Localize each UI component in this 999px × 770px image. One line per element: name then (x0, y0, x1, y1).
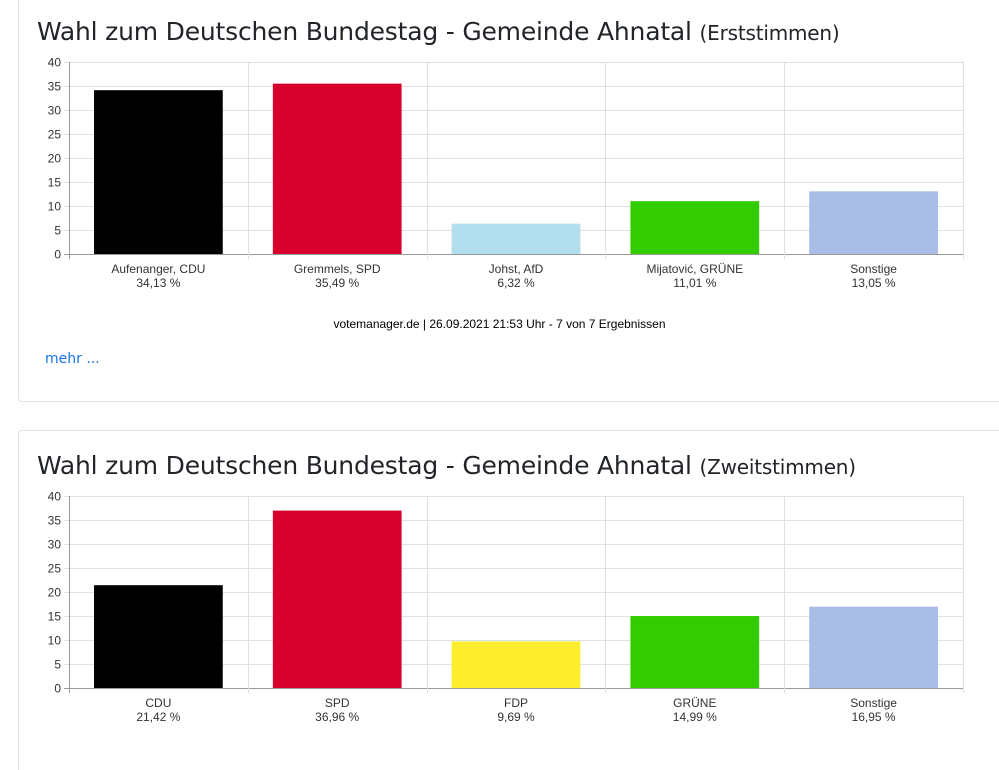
chart-title-erststimmen: Wahl zum Deutschen Bundestag - Gemeinde … (37, 17, 840, 46)
bar (809, 606, 938, 688)
bar (272, 83, 402, 254)
bar-value-label: 34,13 % (136, 276, 180, 290)
y-tick-label: 0 (54, 248, 61, 262)
bar (451, 641, 581, 688)
bar (630, 616, 760, 688)
y-tick-label: 5 (54, 224, 61, 238)
bar-chart-erststimmen: 0 5 10 15 20 25 30 35 40 Aufenanger, CDU 34,13 % Gr… (0, 50, 999, 310)
y-tick-label: 10 (48, 634, 62, 648)
x-category-label: Sonstige (850, 696, 897, 710)
bar-value-label: 16,95 % (852, 710, 896, 724)
x-category-label: Gremmels, SPD (294, 262, 381, 276)
bar (451, 223, 581, 254)
bar-value-label: 35,49 % (315, 276, 359, 290)
x-category-label: FDP (504, 696, 528, 710)
x-category-label: Mijatović, GRÜNE (646, 262, 743, 276)
chart-title-text: Wahl zum Deutschen Bundestag - Gemeinde … (37, 17, 692, 46)
y-tick-label: 30 (48, 538, 62, 552)
bar-value-label: 21,42 % (136, 710, 180, 724)
bar-value-label: 13,05 % (852, 276, 896, 290)
y-tick-label: 15 (48, 610, 62, 624)
chart-subtitle: (Erststimmen) (699, 21, 840, 45)
y-tick-label: 25 (48, 562, 62, 576)
y-tick-label: 10 (48, 200, 62, 214)
chart-title-text: Wahl zum Deutschen Bundestag - Gemeinde … (37, 451, 692, 480)
y-tick-label: 15 (48, 176, 62, 190)
bar-value-label: 9,69 % (497, 710, 535, 724)
x-category-label: GRÜNE (673, 696, 716, 710)
bar-value-label: 11,01 % (673, 276, 716, 290)
chart-subtitle: (Zweitstimmen) (699, 455, 857, 479)
bar-value-label: 6,32 % (497, 276, 535, 290)
chart-title-zweitstimmen: Wahl zum Deutschen Bundestag - Gemeinde … (37, 451, 856, 480)
y-tick-label: 5 (54, 658, 61, 672)
bar (272, 510, 402, 688)
y-tick-label: 25 (48, 128, 62, 142)
y-tick-label: 35 (48, 80, 62, 94)
y-tick-label: 0 (54, 682, 61, 696)
x-category-label: SPD (325, 696, 350, 710)
bar (630, 201, 760, 254)
bar (94, 90, 223, 254)
x-category-label: Aufenanger, CDU (111, 262, 205, 276)
y-tick-label: 35 (48, 514, 62, 528)
bar-value-label: 14,99 % (673, 710, 717, 724)
y-tick-label: 20 (48, 586, 62, 600)
y-tick-label: 40 (48, 56, 62, 70)
bar-chart-zweitstimmen: 0 5 10 15 20 25 30 35 40 CDU 21,42 % SPD 36,96 % FDP 9… (0, 484, 999, 744)
more-link[interactable]: mehr ... (45, 351, 100, 367)
bar (809, 191, 938, 254)
x-category-label: Sonstige (850, 262, 897, 276)
bar (94, 585, 223, 688)
y-tick-label: 20 (48, 152, 62, 166)
x-category-label: CDU (145, 696, 171, 710)
source-credit: votemanager.de | 26.09.2021 21:53 Uhr - … (333, 317, 666, 331)
y-tick-label: 40 (48, 490, 62, 504)
y-tick-label: 30 (48, 104, 62, 118)
bar-value-label: 36,96 % (315, 710, 359, 724)
x-category-label: Johst, AfD (489, 262, 544, 276)
